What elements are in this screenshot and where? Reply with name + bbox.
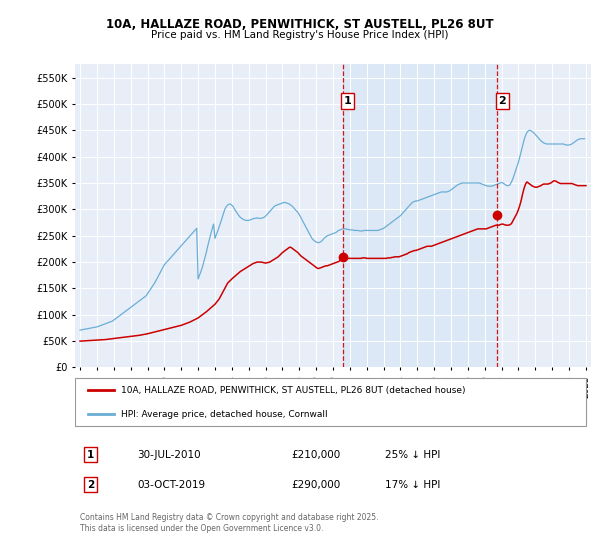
Text: 25% ↓ HPI: 25% ↓ HPI [385, 450, 440, 460]
Text: 03-OCT-2019: 03-OCT-2019 [137, 480, 205, 490]
Text: HPI: Average price, detached house, Cornwall: HPI: Average price, detached house, Corn… [121, 409, 328, 418]
Text: £210,000: £210,000 [292, 450, 341, 460]
Bar [343, 64, 497, 367]
Text: 17% ↓ HPI: 17% ↓ HPI [385, 480, 440, 490]
Text: 2: 2 [87, 480, 94, 490]
Text: 1: 1 [344, 96, 352, 106]
Text: 1: 1 [87, 450, 94, 460]
Text: £290,000: £290,000 [292, 480, 341, 490]
Text: 10A, HALLAZE ROAD, PENWITHICK, ST AUSTELL, PL26 8UT: 10A, HALLAZE ROAD, PENWITHICK, ST AUSTEL… [106, 18, 494, 31]
Text: 2: 2 [499, 96, 506, 106]
FancyBboxPatch shape [75, 378, 586, 426]
Text: Contains HM Land Registry data © Crown copyright and database right 2025.
This d: Contains HM Land Registry data © Crown c… [80, 514, 379, 533]
Text: 30-JUL-2010: 30-JUL-2010 [137, 450, 200, 460]
Text: 10A, HALLAZE ROAD, PENWITHICK, ST AUSTELL, PL26 8UT (detached house): 10A, HALLAZE ROAD, PENWITHICK, ST AUSTEL… [121, 386, 466, 395]
Text: Price paid vs. HM Land Registry's House Price Index (HPI): Price paid vs. HM Land Registry's House … [151, 30, 449, 40]
